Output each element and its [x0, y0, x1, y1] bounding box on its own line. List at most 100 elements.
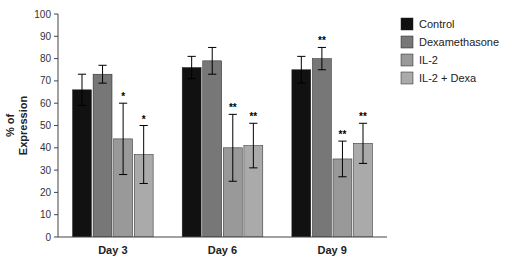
error-bar: [208, 47, 216, 74]
y-tick-label: 10: [40, 209, 52, 220]
y-axis: 0 10 20 30 40 50 60 70 80 90 100: [34, 9, 58, 243]
y-axis-line: [58, 14, 59, 237]
y-tick: [54, 125, 58, 126]
error-cap: [229, 181, 237, 182]
page: {"chart_data": { "type": "bar", "y_label…: [0, 0, 509, 265]
x-axis: Day 3Day 6Day 9: [58, 237, 387, 256]
error-cap: [359, 163, 367, 164]
error-stem: [123, 103, 124, 174]
error-cap: [338, 176, 346, 177]
y-tick-label: 70: [40, 75, 52, 86]
y-tick: [54, 170, 58, 171]
bars: [73, 47, 373, 237]
error-stem: [212, 47, 213, 74]
series: [134, 123, 372, 237]
error-stem: [342, 141, 343, 177]
error-cap: [208, 47, 216, 48]
y-tick-label: 0: [45, 232, 51, 243]
error-cap: [318, 69, 326, 70]
annotation: **: [249, 111, 257, 122]
error-cap: [359, 123, 367, 124]
error-cap: [338, 141, 346, 142]
error-bar: [338, 141, 346, 177]
y-tick-label: 60: [40, 98, 52, 109]
error-bar: [249, 123, 257, 168]
y-tick-label: 20: [40, 187, 52, 198]
error-cap: [229, 114, 237, 115]
error-cap: [119, 174, 127, 175]
error-bar: [318, 47, 326, 69]
error-stem: [232, 114, 233, 181]
error-cap: [188, 56, 196, 57]
y-tick: [54, 14, 58, 15]
error-stem: [321, 47, 322, 69]
error-bar: [140, 126, 148, 184]
y-tick-label: 100: [34, 9, 51, 20]
y-tick: [54, 147, 58, 148]
error-cap: [318, 47, 326, 48]
x-axis-line: [58, 237, 387, 238]
bar: [292, 70, 311, 237]
x-tick-label: Day 9: [317, 244, 346, 256]
error-cap: [249, 167, 257, 168]
error-cap: [78, 74, 86, 75]
error-stem: [253, 123, 254, 168]
legend: ControlDexamethasoneIL-2IL-2 + Dexa: [401, 18, 499, 84]
bar: [182, 68, 201, 237]
bar: [312, 59, 331, 237]
y-axis-label-line: % of: [4, 114, 16, 138]
y-axis-label-line: Expression: [17, 96, 29, 156]
bar: [93, 74, 112, 237]
error-stem: [81, 74, 82, 105]
chart: 0 10 20 30 40 50 60 70 80 90 100 % ofExpression Day …: [0, 0, 509, 265]
series: [93, 47, 331, 237]
y-tick-label: 40: [40, 142, 52, 153]
legend-swatch: [401, 72, 413, 84]
error-cap: [98, 65, 106, 66]
y-tick: [54, 36, 58, 37]
y-tick-label: 90: [40, 31, 52, 42]
y-tick: [54, 214, 58, 215]
error-stem: [143, 126, 144, 184]
y-tick: [54, 80, 58, 81]
chart-container: 0 10 20 30 40 50 60 70 80 90 100 % ofExpression Day …: [0, 0, 509, 265]
legend-label: IL-2 + Dexa: [419, 72, 477, 84]
error-bar: [359, 123, 367, 163]
y-tick: [54, 192, 58, 193]
error-bar: [119, 103, 127, 174]
y-tick-label: 50: [40, 120, 52, 131]
bar: [73, 90, 92, 237]
y-axis-label: % ofExpression: [4, 96, 29, 156]
error-stem: [191, 56, 192, 78]
error-cap: [188, 78, 196, 79]
bar: [203, 61, 222, 237]
legend-swatch: [401, 54, 413, 66]
error-stem: [102, 65, 103, 83]
error-stem: [363, 123, 364, 163]
error-cap: [249, 123, 257, 124]
error-cap: [119, 103, 127, 104]
annotation: *: [121, 91, 125, 102]
error-cap: [78, 105, 86, 106]
series: [73, 56, 311, 237]
y-tick-label: 30: [40, 165, 52, 176]
y-tick: [54, 103, 58, 104]
legend-label: Dexamethasone: [419, 36, 499, 48]
error-cap: [297, 83, 305, 84]
legend-swatch: [401, 36, 413, 48]
annotation: **: [359, 111, 367, 122]
annotation: **: [229, 102, 237, 113]
y-tick: [54, 58, 58, 59]
y-tick: [54, 237, 58, 238]
series: [114, 103, 352, 237]
annotation: *: [142, 114, 146, 125]
error-stem: [301, 56, 302, 83]
error-cap: [208, 74, 216, 75]
error-bar: [188, 56, 196, 78]
x-tick-label: Day 3: [98, 244, 127, 256]
error-bar: [98, 65, 106, 83]
error-bar: [229, 114, 237, 181]
y-tick-label: 80: [40, 53, 52, 64]
error-bar: [78, 74, 86, 105]
annotations: ************: [121, 35, 367, 140]
